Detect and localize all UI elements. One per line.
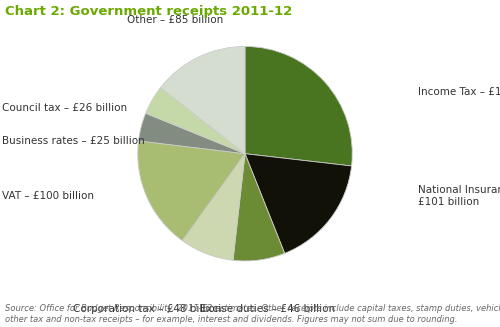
Text: Corporation tax – £48 billion: Corporation tax – £48 billion bbox=[74, 304, 222, 314]
Wedge shape bbox=[160, 46, 245, 154]
Text: Other – £85 billion: Other – £85 billion bbox=[127, 15, 223, 25]
Text: VAT – £100 billion: VAT – £100 billion bbox=[2, 191, 94, 201]
Wedge shape bbox=[245, 154, 352, 253]
Wedge shape bbox=[182, 154, 245, 260]
Wedge shape bbox=[138, 141, 245, 241]
Wedge shape bbox=[138, 113, 245, 154]
Text: Business rates – £25 billion: Business rates – £25 billion bbox=[2, 136, 145, 146]
Text: Source: Office for Budget Responsibility, 2011-12 estimates. Other receipts incl: Source: Office for Budget Responsibility… bbox=[5, 304, 500, 324]
Wedge shape bbox=[146, 88, 245, 154]
Text: Chart 2: Government receipts 2011-12: Chart 2: Government receipts 2011-12 bbox=[5, 5, 292, 18]
Wedge shape bbox=[233, 154, 284, 261]
Wedge shape bbox=[245, 46, 352, 166]
Text: Council tax – £26 billion: Council tax – £26 billion bbox=[2, 103, 128, 113]
Text: National Insurance –
£101 billion: National Insurance – £101 billion bbox=[418, 185, 500, 207]
Text: Excise duties – £46 billion: Excise duties – £46 billion bbox=[200, 304, 335, 314]
Text: Income Tax – £158 billion: Income Tax – £158 billion bbox=[418, 87, 500, 96]
